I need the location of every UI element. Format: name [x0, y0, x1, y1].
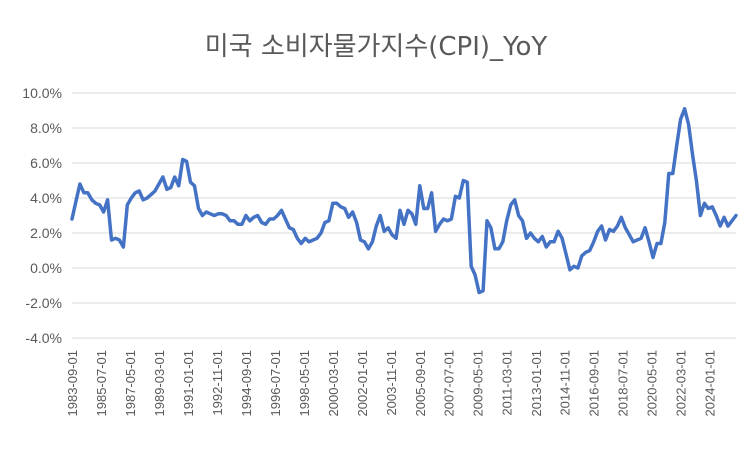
y-tick-label: 10.0% [22, 85, 62, 101]
x-tick-label: 1985-07-01 [94, 350, 109, 417]
x-tick-label: 1992-11-01 [210, 350, 225, 416]
y-tick-label: 4.0% [30, 190, 62, 206]
y-tick-label: 8.0% [30, 120, 62, 136]
x-tick-label: 2016-09-01 [587, 350, 602, 417]
series-group [70, 107, 738, 295]
y-tick-label: 2.0% [30, 225, 62, 241]
x-tick-label: 2002-01-01 [355, 350, 370, 417]
x-tick-label: 2011-03-01 [500, 350, 515, 416]
x-tick-label: 1983-09-01 [65, 350, 80, 417]
x-tick-label: 1989-03-01 [152, 350, 167, 417]
x-tick-label: 2018-07-01 [616, 350, 631, 417]
y-tick-label: -2.0% [25, 295, 62, 311]
x-tick-label: 2020-05-01 [645, 350, 660, 417]
x-tick-label: 2005-09-01 [413, 350, 428, 417]
x-tick-label: 1991-01-01 [181, 350, 196, 417]
x-axis-ticks: 1983-09-01 1985-07-01 1987-05-01 1989-03-01… [65, 350, 718, 417]
x-tick-label: 1987-05-01 [123, 350, 138, 417]
gridlines [72, 92, 736, 339]
x-tick-label: 1994-09-01 [239, 350, 254, 417]
series-line [70, 107, 738, 295]
y-tick-label: -4.0% [25, 330, 62, 346]
x-tick-label: 1998-05-01 [297, 350, 312, 417]
chart-title: 미국 소비자물가지수(CPI)_YoY [205, 32, 548, 62]
y-tick-label: 6.0% [30, 155, 62, 171]
x-tick-label: 2009-05-01 [471, 350, 486, 417]
y-tick-label: 0.0% [30, 260, 62, 276]
x-tick-label: 2000-03-01 [326, 350, 341, 417]
x-tick-label: 1996-07-01 [268, 350, 283, 417]
y-axis-ticks: -4.0% -2.0% 0.0% 2.0% 4.0% 6.0% 8.0% 10.0% [22, 85, 62, 346]
x-tick-label: 2024-01-01 [703, 350, 718, 417]
x-tick-label: 2007-07-01 [442, 350, 457, 417]
x-tick-label: 2003-11-01 [384, 350, 399, 416]
x-tick-label: 2014-11-01 [558, 350, 573, 416]
x-tick-label: 2013-01-01 [529, 350, 544, 417]
x-tick-label: 2022-03-01 [674, 350, 689, 417]
